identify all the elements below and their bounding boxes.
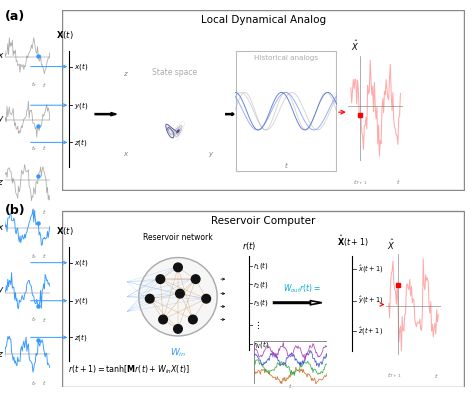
Text: $x$: $x$ — [0, 51, 4, 60]
Text: $\hat{X}$: $\hat{X}$ — [351, 39, 359, 53]
Text: $\vdots$: $\vdots$ — [253, 319, 260, 331]
Text: $\hat{X}$: $\hat{X}$ — [387, 237, 396, 252]
Text: $z(t)$: $z(t)$ — [74, 137, 87, 148]
Text: $t_r$: $t_r$ — [31, 252, 37, 261]
Text: $y(t)$: $y(t)$ — [74, 100, 88, 111]
Text: $t_r$: $t_r$ — [31, 316, 37, 324]
Text: $r_3(t)$: $r_3(t)$ — [253, 297, 269, 308]
Circle shape — [176, 289, 184, 298]
Text: $y(t)$: $y(t)$ — [74, 295, 88, 306]
Text: $W_{in}$: $W_{in}$ — [170, 347, 186, 359]
Text: $x(t)$: $x(t)$ — [74, 61, 88, 72]
Text: $\hat{y}(t+1)$: $\hat{y}(t+1)$ — [358, 295, 383, 306]
Text: $t_r$: $t_r$ — [31, 379, 37, 388]
Circle shape — [146, 295, 154, 303]
Text: $t$: $t$ — [42, 208, 46, 216]
Text: $t$: $t$ — [396, 178, 401, 186]
Circle shape — [191, 275, 200, 283]
Circle shape — [156, 275, 164, 283]
Text: $t_r$: $t_r$ — [31, 81, 37, 89]
Text: $r_N(t)$: $r_N(t)$ — [253, 339, 270, 350]
Text: $t_r$: $t_r$ — [31, 144, 37, 153]
Text: $z$: $z$ — [0, 178, 4, 187]
FancyArrow shape — [225, 113, 234, 116]
Text: y: y — [208, 151, 212, 157]
Text: $t$: $t$ — [42, 144, 46, 152]
FancyArrow shape — [95, 113, 116, 116]
Circle shape — [159, 315, 167, 324]
Text: $t_{T+1}$: $t_{T+1}$ — [353, 178, 368, 187]
Circle shape — [202, 295, 210, 303]
Text: x: x — [123, 151, 127, 157]
Text: $r(t)$: $r(t)$ — [242, 241, 256, 252]
Text: $y$: $y$ — [0, 114, 4, 125]
Text: $t$: $t$ — [42, 252, 46, 260]
Text: Historical analogs: Historical analogs — [254, 55, 318, 61]
Text: $\hat{x}(t+1)$: $\hat{x}(t+1)$ — [358, 264, 383, 275]
Text: $r_1(t)$: $r_1(t)$ — [253, 260, 269, 271]
Circle shape — [173, 263, 182, 272]
Text: $\hat{z}(t+1)$: $\hat{z}(t+1)$ — [358, 326, 383, 337]
Text: $r_2(t)$: $r_2(t)$ — [253, 279, 269, 290]
FancyArrow shape — [273, 301, 322, 305]
Text: $\mathbf{X}(t)$: $\mathbf{X}(t)$ — [56, 29, 74, 41]
Text: $\mathbf{X}(t)$: $\mathbf{X}(t)$ — [56, 225, 74, 237]
Text: $r(t+1) = \tanh[\mathbf{M}r(t)+W_{in}X(t)]$: $r(t+1) = \tanh[\mathbf{M}r(t)+W_{in}X(t… — [68, 363, 190, 376]
Text: (b): (b) — [5, 204, 26, 218]
Text: $t$: $t$ — [434, 372, 439, 380]
Text: t: t — [284, 162, 287, 169]
Text: Reservoir Computer: Reservoir Computer — [211, 216, 315, 226]
FancyBboxPatch shape — [62, 210, 464, 387]
Text: $W_{out}r(t)=$: $W_{out}r(t)=$ — [283, 283, 321, 295]
Text: z: z — [123, 71, 127, 77]
Text: $x$: $x$ — [0, 223, 4, 231]
Text: $t_r$: $t_r$ — [31, 208, 37, 216]
Text: $t$: $t$ — [42, 379, 46, 387]
Circle shape — [189, 315, 197, 324]
Text: $z(t)$: $z(t)$ — [74, 332, 87, 343]
Circle shape — [173, 325, 182, 333]
Text: (a): (a) — [5, 10, 25, 23]
Text: $t$: $t$ — [42, 316, 46, 324]
FancyBboxPatch shape — [62, 10, 464, 191]
Text: $\hat{\mathbf{X}}(t+1)$: $\hat{\mathbf{X}}(t+1)$ — [337, 233, 368, 249]
Text: $y$: $y$ — [0, 285, 4, 296]
Circle shape — [139, 258, 217, 336]
Text: $t$: $t$ — [42, 81, 46, 89]
FancyBboxPatch shape — [236, 51, 336, 171]
Text: State space: State space — [152, 68, 197, 77]
Text: Reservoir network: Reservoir network — [143, 233, 213, 242]
Text: $t_{T+1}$: $t_{T+1}$ — [387, 372, 402, 380]
Text: $z$: $z$ — [0, 350, 4, 358]
Text: t: t — [289, 384, 292, 389]
Text: $x(t)$: $x(t)$ — [74, 257, 88, 268]
Text: Local Dynamical Analog: Local Dynamical Analog — [201, 15, 326, 25]
